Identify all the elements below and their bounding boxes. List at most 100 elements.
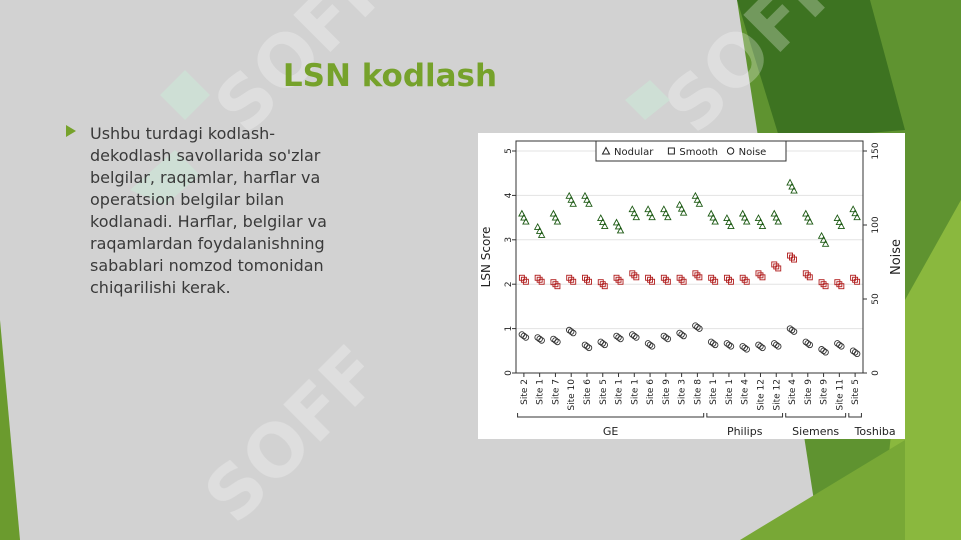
noise-point <box>536 335 543 343</box>
noise-point <box>520 332 528 340</box>
nodular-point <box>756 218 765 225</box>
nodular-point <box>790 186 798 194</box>
nodular-point <box>835 218 844 225</box>
noise-point <box>822 349 829 356</box>
nodular-point <box>533 222 542 230</box>
group-label: Philips <box>727 425 763 438</box>
smooth-point <box>601 283 608 290</box>
legend-marker <box>726 147 735 155</box>
x-tick-label: Site 12 <box>756 379 766 411</box>
legend-label: Noise <box>739 147 767 158</box>
y-tick-label: 1 <box>504 326 514 332</box>
nodular-point <box>664 213 672 221</box>
smooth-point <box>727 278 734 285</box>
smooth-point <box>771 261 778 268</box>
smooth-point <box>806 274 813 281</box>
smooth-point <box>725 276 732 283</box>
nodular-point <box>758 222 767 229</box>
noise-point <box>820 347 827 355</box>
nodular-point <box>695 199 704 207</box>
group-bracket <box>706 413 784 418</box>
nodular-point <box>806 217 814 225</box>
noise-point <box>790 328 798 335</box>
x-tick-label: Site 6 <box>583 379 593 405</box>
nodular-point <box>585 199 593 207</box>
nodular-point <box>518 209 526 217</box>
nodular-point <box>600 222 609 229</box>
nodular-point <box>644 205 652 213</box>
smooth-point <box>739 274 746 281</box>
x-tick-label: Site 9 <box>804 379 814 405</box>
group-label: GE <box>603 425 619 438</box>
x-tick-label: Site 4 <box>788 379 798 405</box>
noise-point <box>648 343 656 350</box>
x-tick-label: Site 10 <box>567 379 577 411</box>
lsn-score-chart: 0 1 2 3 4 5 0 50 100 150 LSN Score Noise Site 2 Site … <box>478 133 905 439</box>
x-tick-label: Site 3 <box>678 379 688 405</box>
noise-point <box>554 338 561 346</box>
nodular-point <box>742 217 751 225</box>
x-tick-label: Site 8 <box>693 379 703 405</box>
x-tick-label: Site 4 <box>741 379 751 405</box>
plot-frame <box>515 140 864 374</box>
y-tick-label: 0 <box>504 370 514 376</box>
smooth-point <box>820 281 827 288</box>
noise-point <box>522 334 530 341</box>
smooth-point <box>818 279 825 286</box>
nodular-point <box>569 199 577 207</box>
smooth-point <box>570 278 577 285</box>
smooth-point <box>789 254 795 261</box>
smooth-point <box>759 274 766 281</box>
smooth-point <box>854 278 861 285</box>
smooth-point <box>597 279 604 286</box>
y-axis-label: LSN Score <box>479 227 493 288</box>
nodular-point <box>821 239 830 247</box>
y2-tick-label: 150 <box>871 142 881 159</box>
nodular-point <box>691 191 700 199</box>
smooth-point <box>710 276 717 283</box>
smooth-point <box>613 274 620 281</box>
noise-point <box>788 326 796 334</box>
smooth-point <box>850 274 857 281</box>
smooth-point <box>802 270 809 277</box>
smooth-point <box>804 272 811 279</box>
nodular-point <box>740 213 749 221</box>
nodular-point <box>754 214 763 221</box>
nodular-point <box>679 208 688 216</box>
smooth-point <box>775 265 782 272</box>
y-tick-label: 5 <box>504 148 514 154</box>
nodular-point <box>853 213 861 221</box>
smooth-point <box>660 274 667 281</box>
smooth-point <box>645 274 652 281</box>
y-tick-label: 3 <box>504 237 514 243</box>
smooth-point <box>852 276 859 283</box>
nodular-point <box>660 205 668 213</box>
smooth-point <box>538 278 545 285</box>
smooth-point <box>647 276 654 283</box>
y2-axis-label: Noise <box>889 239 904 275</box>
noise-point <box>569 329 577 337</box>
noise-point <box>599 340 606 347</box>
noise-point <box>567 328 575 335</box>
smooth-point <box>534 274 541 281</box>
nodular-point <box>677 204 686 212</box>
smooth-point <box>712 278 719 285</box>
nodular-point <box>786 178 794 186</box>
smooth-point <box>518 274 525 281</box>
nodular-point <box>522 217 530 225</box>
nodular-point <box>675 200 684 208</box>
nodular-point <box>802 209 810 217</box>
nodular-point <box>596 214 605 221</box>
y-tick-label: 2 <box>504 281 514 287</box>
noise-point <box>601 341 608 349</box>
smooth-point <box>757 272 764 279</box>
noise-point <box>851 349 859 356</box>
smooth-point <box>631 272 638 279</box>
group-bracket <box>848 413 862 418</box>
nodular-point <box>648 213 656 221</box>
noise-point <box>646 341 654 349</box>
noise-point <box>662 334 670 341</box>
nodular-point <box>709 213 717 221</box>
nodular-point <box>738 209 747 217</box>
